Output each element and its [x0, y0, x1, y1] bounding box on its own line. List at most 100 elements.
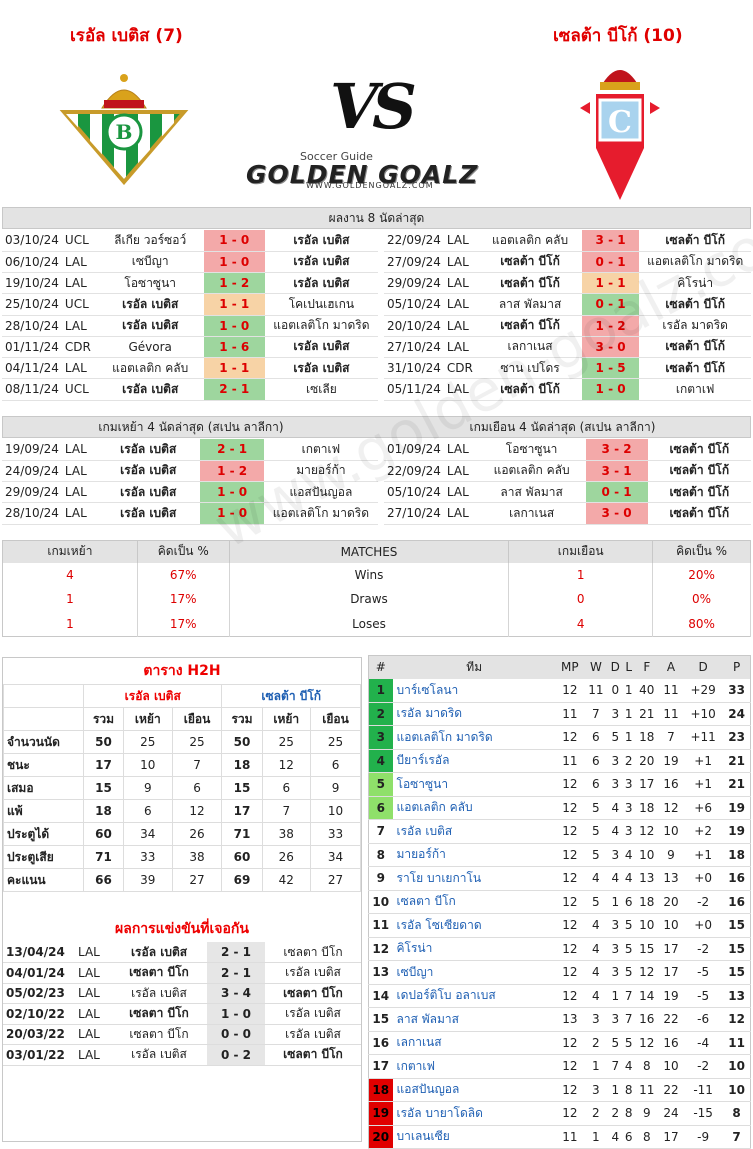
match-team-away: เรอัล เบติส: [264, 230, 378, 252]
league-a: 22: [658, 1007, 684, 1032]
result-team-home: เรอัล เบติส: [111, 1044, 207, 1066]
h2h-value: 42: [261, 868, 312, 892]
last4-home-title: เกมเหย้า 4 นัดล่าสุด (สเปน ลาลีกา): [98, 419, 284, 434]
stats-header-away-pct: คิดเป็น %: [652, 540, 751, 563]
league-position: 14: [368, 984, 393, 1008]
h2h-value: 7: [171, 753, 223, 777]
h2h-away-team: เซลต้า บีโก้: [221, 684, 361, 708]
league-team: ลาส พัลมาส: [392, 1007, 556, 1032]
result-team-away: เซลตา บีโก: [265, 983, 361, 1004]
match-team-home: ลาส พัลมาส: [478, 293, 582, 316]
match-date: 22/09/24: [384, 230, 444, 252]
last8-header: ผลงาน 8 นัดล่าสุด: [2, 207, 751, 229]
league-w: 4: [583, 960, 608, 985]
league-d: 2: [607, 1101, 623, 1126]
match-date: 20/10/24: [384, 315, 444, 337]
match-row: 05/10/24 LAL ลาส พัลมาส 0 - 1 เซลต้า บีโก้: [384, 293, 751, 316]
league-d: 5: [607, 725, 623, 750]
result-team-away: เรอัล เบติส: [265, 1003, 361, 1025]
h2h-value: 9: [310, 776, 361, 800]
match-team-away: แอตเลติโก มาดริด: [639, 251, 751, 274]
league-a: 11: [658, 678, 684, 703]
league-d: 3: [607, 960, 623, 985]
match-competition: LAL: [61, 460, 96, 483]
h2h-value: 17: [221, 799, 263, 823]
h2h-value: 6: [123, 799, 173, 823]
match-row: 20/10/24 LAL เซลต้า บีโก้ 1 - 2 เรอัล มาดริด: [384, 315, 751, 337]
match-score: 3 - 1: [585, 460, 648, 483]
last4-header: เกมเหย้า 4 นัดล่าสุด (สเปน ลาลีกา) เกมเย…: [2, 416, 751, 438]
match-team-away: แอสปันญอล: [263, 481, 378, 504]
result-team-home: เซลตา บีโก: [111, 962, 207, 984]
league-team: บาเลนเซีย: [392, 1125, 556, 1149]
league-mp: 12: [555, 772, 584, 797]
match-score: 1 - 1: [203, 357, 265, 380]
league-d: 1: [607, 1078, 623, 1102]
h2h-value: 60: [221, 845, 263, 869]
match-date: 29/09/24: [2, 481, 62, 504]
h2h-value: 27: [171, 868, 223, 892]
match-date: 01/11/24: [2, 336, 62, 359]
brand-url: WWW.GOLDENGOALZ.COM: [306, 181, 434, 190]
league-f: 10: [634, 913, 659, 938]
result-score: 2 - 1: [207, 942, 265, 963]
h2h-value: 34: [310, 845, 361, 869]
stats-home-pct: 67%: [137, 562, 230, 587]
league-row: 17 เกตาเฟ 12 1 7 4 8 10 -2 10: [368, 1054, 751, 1079]
match-score: 0 - 1: [581, 293, 640, 316]
brand-subtitle: Soccer Guide: [300, 150, 373, 163]
stats-label: Loses: [229, 611, 510, 636]
league-header: W: [583, 655, 608, 679]
h2h-value: 6: [171, 776, 223, 800]
stats-away-count: 4: [508, 611, 654, 636]
league-position: 9: [368, 866, 393, 891]
h2h-result-row: 03/01/22 LAL เรอัล เบติส 0 - 2 เซลตา บีโก: [3, 1044, 361, 1066]
league-f: 21: [634, 702, 659, 726]
league-mp: 12: [555, 937, 584, 961]
league-l: 5: [622, 1031, 635, 1055]
stats-header-away: เกมเยือน: [508, 540, 654, 563]
h2h-results-title: ผลการแข่งขันที่เจอกัน: [115, 921, 249, 937]
league-mp: 12: [555, 1031, 584, 1055]
league-f: 15: [634, 937, 659, 961]
match-date: 31/10/24: [384, 357, 444, 380]
stats-away-count: 1: [508, 562, 654, 587]
match-row: 29/09/24 LAL เรอัล เบติส 1 - 0 แอสปันญอล: [2, 481, 378, 504]
match-team-away: เซลต้า บีโก้: [639, 230, 751, 252]
league-d: 3: [607, 913, 623, 938]
match-row: 29/09/24 LAL เซลต้า บีโก้ 1 - 1 คิโรน่า: [384, 272, 751, 295]
league-mp: 12: [555, 796, 584, 820]
league-mp: 11: [555, 1125, 584, 1149]
celta-crest-icon: C: [580, 70, 660, 200]
league-points: 19: [723, 796, 751, 820]
league-row: 12 คิโรน่า 12 4 3 5 15 17 -2 15: [368, 937, 751, 961]
result-competition: LAL: [75, 1003, 111, 1025]
league-team: เรอัล โซเซียดาด: [392, 913, 556, 938]
h2h-result-row: 02/10/22 LAL เซลตา บีโก 1 - 0 เรอัล เบติส: [3, 1003, 361, 1025]
league-a: 9: [658, 843, 684, 867]
league-gd: +1: [683, 749, 724, 773]
match-competition: LAL: [61, 315, 97, 337]
league-row: 20 บาเลนเซีย 11 1 4 6 8 17 -9 7: [368, 1125, 751, 1149]
result-date: 04/01/24: [3, 962, 75, 984]
match-row: 19/09/24 LAL เรอัล เบติส 2 - 1 เกตาเฟ: [2, 439, 378, 461]
league-w: 5: [583, 796, 608, 820]
h2h-value: 26: [171, 822, 223, 846]
league-mp: 12: [555, 843, 584, 867]
league-w: 1: [583, 1125, 608, 1149]
league-team: เรอัล มาดริด: [392, 702, 556, 726]
league-l: 1: [622, 678, 635, 703]
league-d: 7: [607, 1054, 623, 1079]
league-row: 3 แอตเลติโก มาดริด 12 6 5 1 18 7 +11 23: [368, 725, 751, 750]
league-team: เซลตา บีโก: [392, 890, 556, 914]
league-team: เรอัล บายาโดลิด: [392, 1101, 556, 1126]
league-position: 17: [368, 1054, 393, 1079]
league-f: 8: [634, 1054, 659, 1079]
match-row: 28/10/24 LAL เรอัล เบติส 1 - 0 แอตเลติโก มาด…: [2, 502, 378, 525]
league-position: 3: [368, 725, 393, 750]
result-date: 03/01/22: [3, 1044, 75, 1066]
league-l: 4: [622, 1054, 635, 1079]
league-w: 11: [583, 678, 608, 703]
league-header: D: [683, 655, 724, 679]
league-w: 2: [583, 1101, 608, 1126]
